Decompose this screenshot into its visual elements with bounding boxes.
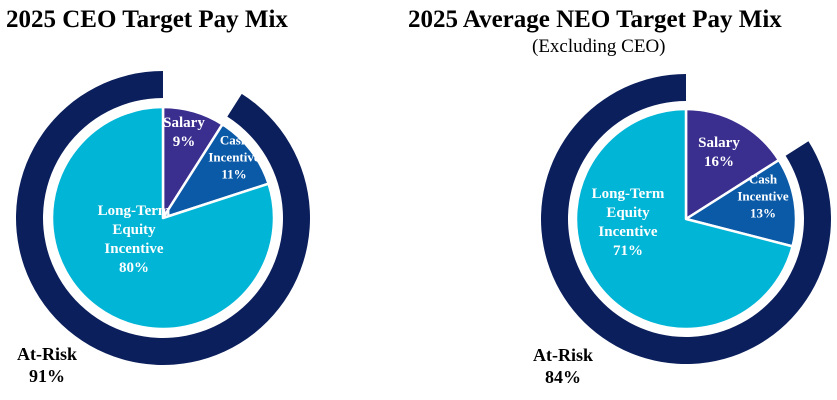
neo-label-long-term-equity-incentive: Long-Term Equity Incentive 71% — [592, 186, 665, 259]
neo-pie-chart: Salary 16%Cash Incentive 13% Long-Term Equity… — [533, 73, 831, 387]
neo-label-cash-incentive: Cash Incentive 13% — [737, 172, 789, 221]
ceo-label-salary: Salary 9% — [163, 115, 205, 150]
ceo-label-long-term-equity-incentive: Long-Term Equity Incentive 80% — [98, 203, 171, 276]
ceo-slice-long-term-equity-incentive — [50, 105, 276, 331]
neo-chart-title: 2025 Average NEO Target Pay Mix — [408, 6, 782, 33]
ceo-slice-cash-incentive — [161, 123, 270, 220]
neo-slice-long-term-equity-incentive — [574, 107, 794, 331]
neo-label-salary: Salary 16% — [698, 135, 740, 170]
ceo-label-cash-incentive: Cash Incentive 11% — [208, 133, 260, 182]
neo-slice-salary — [684, 107, 781, 221]
ceo-pie-chart: Salary 9% Cash Incentive 11% Long-Term Equity I… — [16, 71, 311, 386]
neo-at-risk-label: At-Risk 84% — [533, 345, 593, 387]
neo-chart-subtitle: (Excluding CEO) — [532, 36, 666, 57]
ceo-chart-title: 2025 CEO Target Pay Mix — [6, 6, 288, 33]
ceo-at-risk-label: At-Risk 91% — [17, 344, 77, 386]
